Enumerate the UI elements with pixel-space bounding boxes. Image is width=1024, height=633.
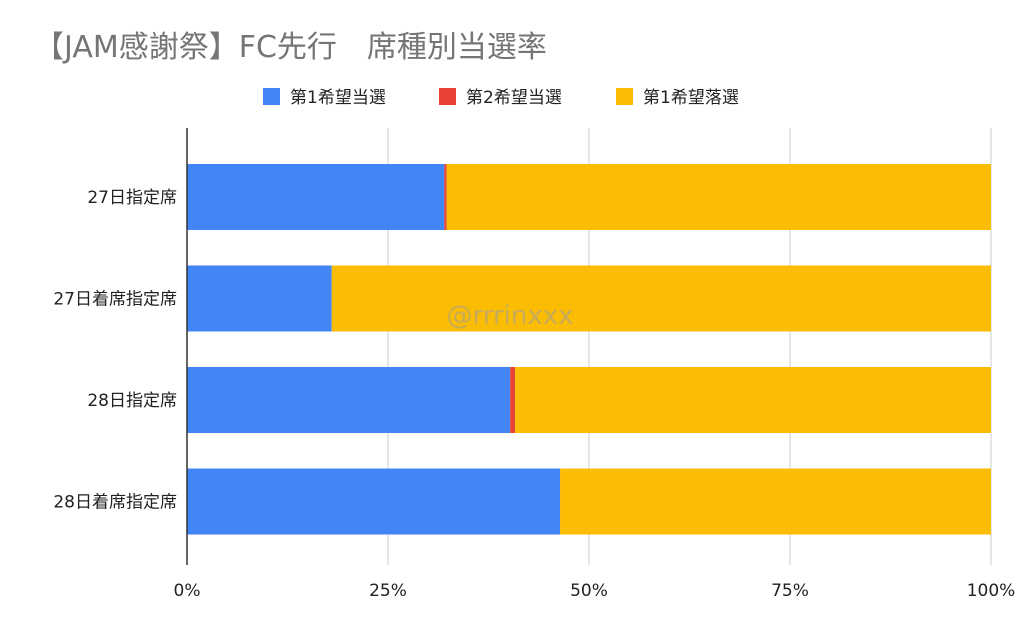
bar-segment-2-3 [331,265,992,332]
legend: 第1希望当選 第2希望当選 第1希望落選 [263,88,739,108]
bar-segment-4-1 [187,468,561,535]
legend-swatch-3 [616,88,633,105]
bar-segment-3-3 [515,367,991,433]
chart-title: 【JAM感謝祭】FC先行 席種別当選率 [34,30,547,65]
legend-label-1: 第1希望当選 [290,88,386,108]
category-label: 27日着席指定席 [53,290,177,310]
bar-segment-4-3 [560,468,991,535]
bar-segment-1-3 [446,164,991,230]
x-axis-ticks: 0% 25% 50% 75% 100% [174,581,1016,601]
category-label: 28日指定席 [87,391,177,411]
category-label: 28日着席指定席 [53,493,177,513]
category-label: 27日指定席 [87,188,177,208]
x-tick-label: 0% [174,581,201,601]
legend-swatch-1 [263,88,280,105]
legend-swatch-2 [439,88,456,105]
bar-segment-1-2 [444,164,447,230]
bar-segment-2-1 [187,265,332,332]
bar-segment-3-2 [510,367,516,433]
legend-label-2: 第2希望当選 [466,88,562,108]
x-tick-label: 25% [369,581,407,601]
bar-segment-1-1 [187,164,445,230]
bar-segment-3-1 [187,367,511,433]
watermark: @rrrinxxx [446,301,573,331]
bars [187,164,992,535]
x-tick-label: 75% [771,581,809,601]
x-tick-label: 50% [570,581,608,601]
x-tick-label: 100% [967,581,1016,601]
category-labels: 27日指定席 27日着席指定席 28日指定席 28日着席指定席 [53,188,177,513]
legend-label-3: 第1希望落選 [643,88,739,108]
